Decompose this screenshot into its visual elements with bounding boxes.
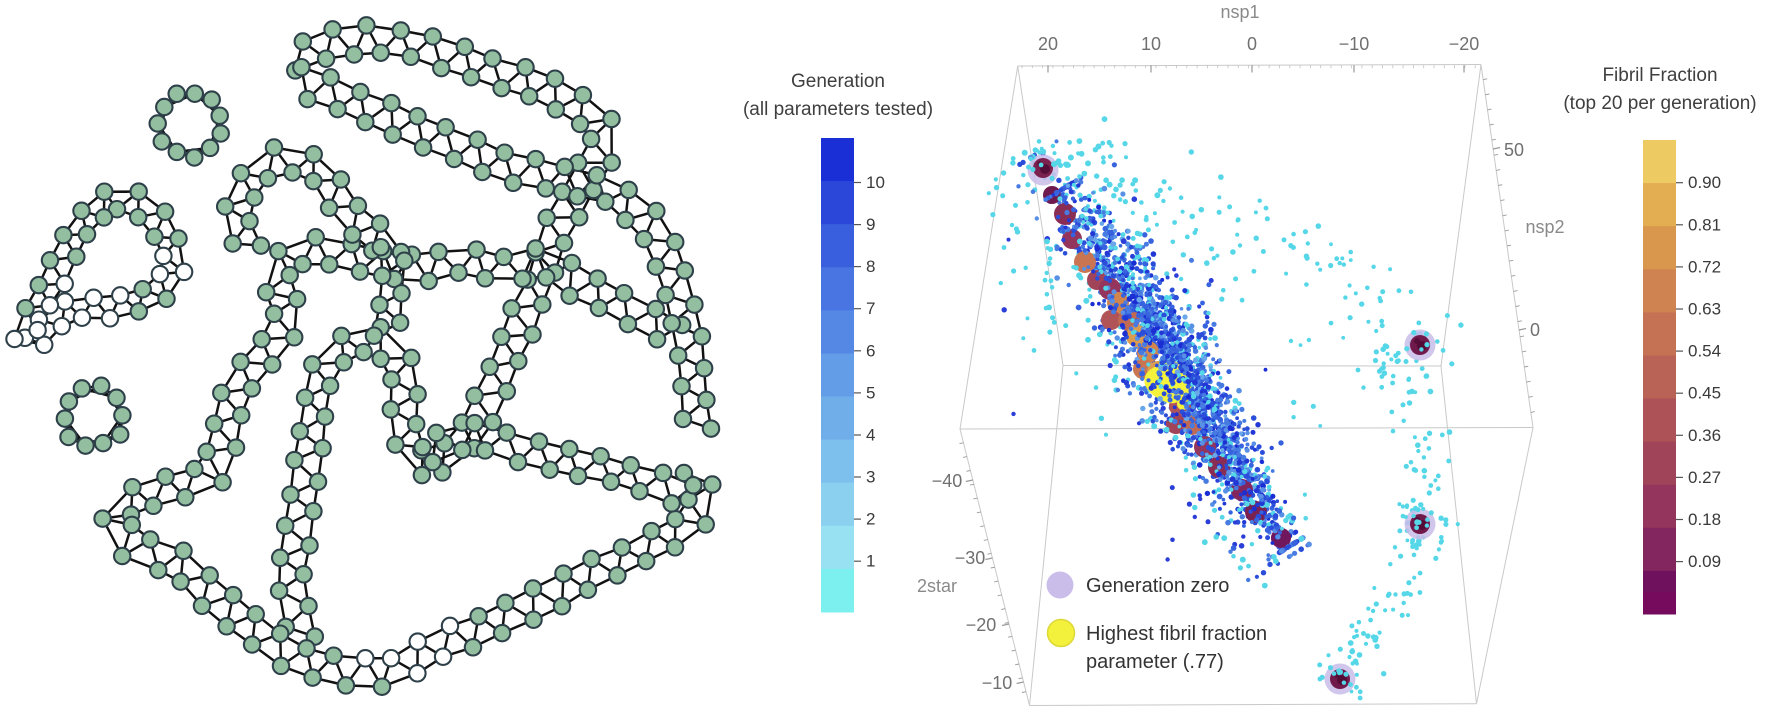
svg-text:0.18: 0.18: [1688, 510, 1721, 529]
svg-text:(top 20 per generation): (top 20 per generation): [1563, 93, 1756, 114]
svg-text:0.63: 0.63: [1688, 300, 1721, 319]
svg-text:Generation zero: Generation zero: [1086, 575, 1229, 597]
svg-text:5: 5: [866, 383, 875, 402]
svg-text:0.81: 0.81: [1688, 215, 1721, 234]
svg-text:4: 4: [866, 426, 875, 445]
svg-text:8: 8: [866, 257, 875, 276]
svg-text:0: 0: [1247, 34, 1257, 54]
svg-text:1: 1: [866, 552, 875, 571]
svg-text:7: 7: [866, 299, 875, 318]
svg-text:0.45: 0.45: [1688, 384, 1721, 403]
svg-text:−40: −40: [932, 471, 963, 491]
svg-text:−20: −20: [966, 615, 997, 635]
svg-text:20: 20: [1038, 34, 1058, 54]
svg-text:10: 10: [1141, 34, 1161, 54]
svg-text:nsp2: nsp2: [1525, 217, 1564, 237]
svg-text:0.09: 0.09: [1688, 552, 1721, 571]
svg-text:0.54: 0.54: [1688, 342, 1721, 361]
svg-text:Fibril Fraction: Fibril Fraction: [1602, 65, 1717, 86]
svg-text:(all parameters tested): (all parameters tested): [743, 99, 933, 120]
svg-text:Highest fibril fraction: Highest fibril fraction: [1086, 623, 1267, 645]
svg-text:0.72: 0.72: [1688, 257, 1721, 276]
svg-text:50: 50: [1504, 140, 1524, 160]
svg-text:−20: −20: [1449, 34, 1480, 54]
svg-text:Generation: Generation: [791, 71, 885, 92]
svg-text:0.36: 0.36: [1688, 426, 1721, 445]
svg-text:0.27: 0.27: [1688, 468, 1721, 487]
svg-text:−10: −10: [982, 673, 1013, 693]
svg-text:10: 10: [866, 173, 885, 192]
svg-text:6: 6: [866, 341, 875, 360]
svg-text:0: 0: [1530, 320, 1540, 340]
svg-text:2: 2: [866, 510, 875, 529]
svg-text:0.90: 0.90: [1688, 173, 1721, 192]
svg-text:2star: 2star: [917, 576, 957, 596]
svg-text:9: 9: [866, 215, 875, 234]
svg-text:3: 3: [866, 468, 875, 487]
svg-text:−30: −30: [955, 548, 986, 568]
svg-text:parameter (.77): parameter (.77): [1086, 651, 1224, 673]
svg-text:−10: −10: [1339, 34, 1370, 54]
svg-text:nsp1: nsp1: [1220, 2, 1259, 22]
